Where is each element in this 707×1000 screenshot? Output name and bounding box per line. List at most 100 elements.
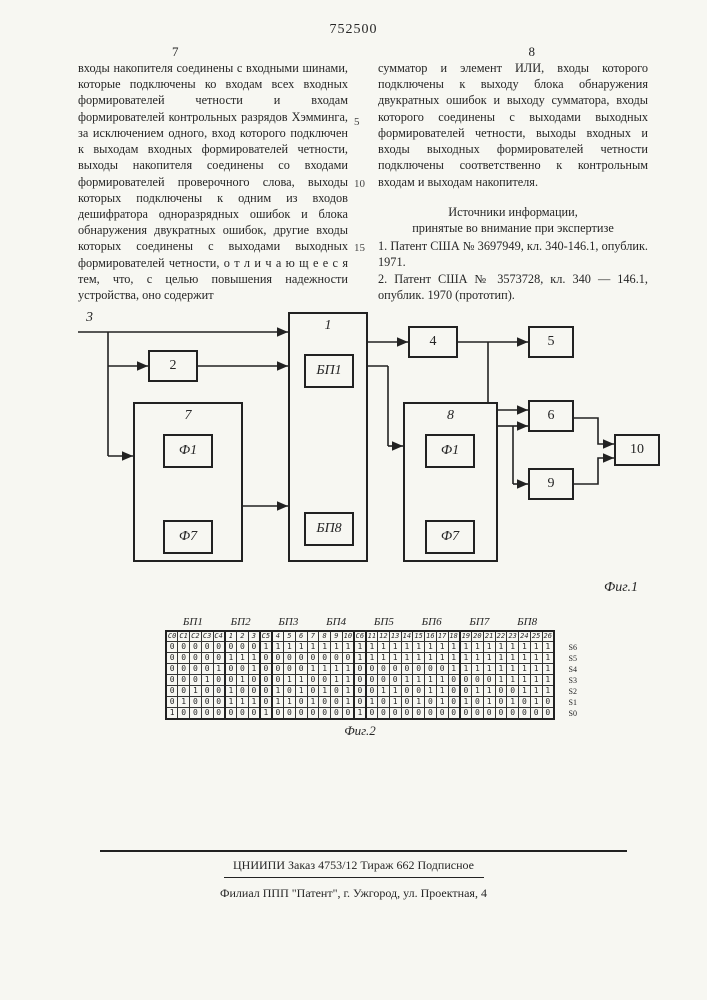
imprint-rule (224, 877, 484, 878)
right-column-p1: сумматор и элемент ИЛИ, входы которого п… (378, 61, 648, 189)
fig2-cell: 1 (307, 642, 319, 653)
block-7-inner-f1: Ф1 (163, 434, 213, 468)
fig2-cell: 0 (284, 664, 296, 675)
left-column-text: входы накопителя соединены с входными ши… (78, 60, 348, 303)
fig2-cell: 0 (190, 664, 202, 675)
fig2-cell: 0 (354, 686, 366, 697)
fig2-cell: 0 (248, 675, 260, 686)
fig2-cell: 1 (178, 697, 190, 708)
figure-1-caption: Фиг.1 (604, 580, 638, 596)
fig2-row-label: S4 (569, 665, 577, 674)
fig2-cell: 1 (272, 697, 284, 708)
fig2-cell: 0 (331, 686, 343, 697)
fig2-col-header: 17 (436, 631, 448, 642)
fig2-cell: 1 (436, 697, 448, 708)
fig2-cell: 0 (295, 697, 307, 708)
fig2-cell: 1 (436, 653, 448, 664)
fig2-cell: 1 (248, 664, 260, 675)
fig2-cell: 1 (483, 664, 495, 675)
fig2-cell: 0 (190, 675, 202, 686)
fig2-cell: 1 (237, 653, 249, 664)
block-9: 9 (528, 468, 574, 500)
fig2-cell: 1 (213, 664, 225, 675)
fig2-cell: 0 (331, 708, 343, 720)
fig2-cell: 0 (272, 708, 284, 720)
fig2-cell: 1 (307, 664, 319, 675)
fig2-col-header: 1 (225, 631, 237, 642)
fig2-cell: 0 (190, 708, 202, 720)
fig2-cell: 0 (354, 664, 366, 675)
fig2-cell: 1 (284, 675, 296, 686)
sources-heading: Источники информации, принятые во вниман… (378, 204, 648, 236)
fig2-cell: 0 (342, 708, 354, 720)
fig2-cell: 1 (425, 686, 437, 697)
fig2-cell: 1 (225, 653, 237, 664)
block-7-inner-f7: Ф7 (163, 520, 213, 554)
fig2-col-header: C4 (213, 631, 225, 642)
fig2-cell: 0 (178, 708, 190, 720)
fig2-cell: 0 (448, 708, 460, 720)
source-2: 2. Патент США № 3573728, кл. 340 — 146.1… (378, 271, 648, 303)
fig2-cell: 0 (178, 664, 190, 675)
fig2-col-header: 3 (248, 631, 260, 642)
fig2-cell: 0 (260, 697, 272, 708)
fig2-cell: 1 (342, 697, 354, 708)
fig2-cell: 1 (389, 686, 401, 697)
fig2-cell: 0 (366, 664, 378, 675)
fig2-cell: 1 (342, 675, 354, 686)
figure-2-table: C0C1C2C3C4123C545678910C6111213141516171… (165, 630, 555, 720)
fig2-cell: 0 (342, 653, 354, 664)
fig2-cell: 1 (342, 642, 354, 653)
fig2-cell: 1 (248, 653, 260, 664)
fig2-col-header: C6 (354, 631, 366, 642)
fig2-cell: 0 (225, 675, 237, 686)
fig2-cell: 1 (448, 642, 460, 653)
block-10: 10 (614, 434, 660, 466)
fig2-cell: 1 (354, 653, 366, 664)
fig2-cell: 0 (225, 642, 237, 653)
fig2-cell: 0 (213, 675, 225, 686)
fig2-cell: 1 (448, 664, 460, 675)
fig2-cell: 1 (319, 686, 331, 697)
fig2-row-label: S1 (569, 698, 577, 707)
fig2-cell: 1 (389, 653, 401, 664)
fig2-cell: 0 (237, 708, 249, 720)
fig2-cell: 0 (401, 708, 413, 720)
fig2-col-header: C5 (260, 631, 272, 642)
fig2-cell: 1 (425, 675, 437, 686)
fig2-cell: 0 (319, 697, 331, 708)
fig2-cell: 1 (284, 642, 296, 653)
fig2-col-header: 24 (519, 631, 531, 642)
fig2-cell: 0 (425, 697, 437, 708)
fig2-cell: 1 (495, 675, 507, 686)
fig2-cell: 0 (307, 653, 319, 664)
fig2-cell: 0 (260, 664, 272, 675)
fig2-cell: 0 (401, 686, 413, 697)
fig2-cell: 1 (460, 664, 472, 675)
fig2-cell: 0 (260, 675, 272, 686)
fig2-cell: 1 (472, 642, 484, 653)
fig2-cell: 1 (507, 653, 519, 664)
fig2-cell: 1 (436, 686, 448, 697)
line-number-10: 10 (354, 178, 365, 190)
source-1: 1. Патент США № 3697949, кл. 340-146.1, … (378, 238, 648, 270)
fig2-cell: 0 (201, 686, 213, 697)
fig2-cell: 1 (319, 642, 331, 653)
fig2-cell: 1 (260, 642, 272, 653)
fig2-row-label: S6 (569, 643, 577, 652)
fig2-cell: 0 (248, 708, 260, 720)
fig2-cell: 0 (225, 664, 237, 675)
fig2-cell: 0 (507, 708, 519, 720)
fig2-col-header: C0 (166, 631, 178, 642)
fig2-cell: 0 (213, 686, 225, 697)
fig2-cell: 1 (530, 686, 542, 697)
fig2-cell: 0 (284, 653, 296, 664)
fig2-group-label: БП7 (456, 616, 504, 628)
fig2-cell: 1 (460, 697, 472, 708)
imprint-line-2: Филиал ППП "Патент", г. Ужгород, ул. Про… (0, 886, 707, 901)
fig2-cell: 1 (354, 642, 366, 653)
fig2-cell: 0 (448, 697, 460, 708)
imprint-line-1: ЦНИИПИ Заказ 4753/12 Тираж 662 Подписное (0, 858, 707, 882)
fig2-col-header: 2 (237, 631, 249, 642)
fig2-cell: 0 (272, 675, 284, 686)
